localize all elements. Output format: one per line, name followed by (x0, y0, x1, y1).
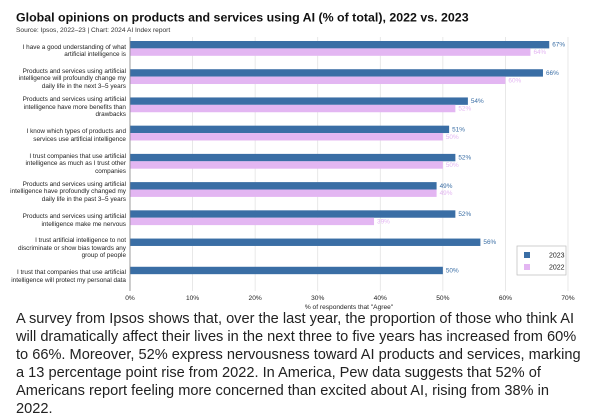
value-label: 54% (471, 98, 484, 105)
bar (130, 97, 468, 105)
category-label: Products and services using artificial i… (22, 212, 126, 228)
category-label: I have a good understanding of what arti… (22, 43, 126, 59)
bar (130, 210, 456, 218)
x-tick-label: 70% (561, 295, 574, 302)
value-label: 67% (552, 42, 565, 49)
category-label: Products and services using artificial i… (10, 180, 126, 203)
category-label: Products and services using artificial i… (22, 96, 126, 119)
bar (130, 238, 481, 246)
category-label: I trust companies that use artificial in… (25, 152, 126, 175)
x-tick-label: 30% (311, 295, 324, 302)
legend-box (516, 245, 567, 276)
value-label: 64% (533, 49, 546, 56)
category-label: Products and services using artificial i… (18, 67, 126, 91)
category-label: I trust artificial intelligence to not d… (18, 237, 126, 260)
bar (130, 161, 443, 169)
category-label: I know which types of products and servi… (26, 128, 126, 143)
bar (130, 189, 437, 197)
bar (130, 48, 531, 56)
legend-label: 2023 (549, 252, 565, 259)
value-label: 52% (458, 106, 471, 113)
value-label: 49% (440, 190, 453, 197)
legend: 2023 2022 (516, 245, 567, 276)
value-label: 50% (446, 267, 459, 274)
x-tick-label: 60% (499, 295, 512, 302)
paragraph: A survey from Ipsos shows that, over the… (16, 311, 581, 417)
bar (130, 217, 375, 226)
x-tick-label: 0% (125, 295, 135, 302)
bar (130, 104, 456, 113)
x-axis-label: % of respondents that "Agree" (305, 304, 394, 311)
value-label: 50% (446, 162, 459, 169)
chart-title: Global opinions on products and services… (16, 10, 469, 24)
bar (130, 69, 543, 77)
x-tick-label: 10% (186, 295, 199, 302)
chart-subtitle: Source: Ipsos, 2022–23 | Chart: 2024 AI … (16, 27, 170, 34)
legend-swatch (524, 264, 530, 270)
value-label: 52% (458, 211, 471, 218)
value-label: 66% (546, 70, 559, 77)
legend-label: 2022 (549, 264, 565, 271)
page: Global opinions on products and services… (10, 10, 580, 417)
value-label: 50% (446, 134, 459, 141)
chart: Global opinions on products and services… (16, 10, 575, 311)
legend-swatch (524, 252, 530, 258)
x-tick-label: 40% (374, 295, 387, 302)
x-tick-label: 50% (436, 295, 449, 302)
value-label: 56% (483, 239, 496, 246)
category-label: I trust that companies that use artifici… (11, 269, 126, 284)
value-label: 52% (458, 155, 471, 162)
value-label: 39% (377, 218, 390, 225)
value-label: 60% (508, 77, 521, 84)
x-tick-label: 20% (249, 295, 262, 302)
bar (130, 125, 450, 134)
bar (130, 41, 550, 49)
bar (130, 153, 456, 162)
value-label: 49% (440, 183, 453, 190)
bar (130, 76, 506, 85)
bar (130, 182, 437, 190)
value-label: 51% (452, 126, 465, 133)
bar (130, 133, 443, 141)
bar (130, 266, 443, 275)
